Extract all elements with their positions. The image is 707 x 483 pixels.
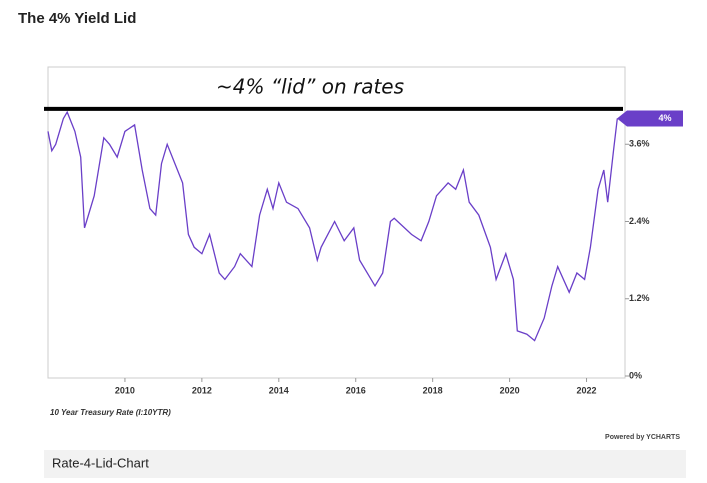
x-tick-label: 2010 xyxy=(115,385,135,395)
series-label: 10 Year Treasury Rate (I:10YTR) xyxy=(50,408,171,417)
chart-title: The 4% Yield Lid xyxy=(18,10,136,27)
y-tick-label: 3.6% xyxy=(629,139,650,149)
caption-bar xyxy=(44,450,686,478)
caption: Rate-4-Lid-Chart xyxy=(52,455,149,470)
rate-line xyxy=(47,110,618,342)
annotation: ~4% “lid” on rates xyxy=(216,75,404,99)
plot-frame xyxy=(47,66,626,379)
y-tick-label: 2.4% xyxy=(629,216,650,226)
x-tick-label: 2016 xyxy=(346,385,366,395)
y-tick-label: 1.2% xyxy=(629,293,650,303)
x-tick-label: 2018 xyxy=(423,385,443,395)
x-tick-label: 2014 xyxy=(269,385,289,395)
current-value-label: 4% xyxy=(658,113,671,123)
current-value-marker xyxy=(617,110,683,127)
y-tick-label: 0% xyxy=(629,370,642,380)
x-tick-label: 2022 xyxy=(577,385,597,395)
credit: Powered by YCHARTS xyxy=(605,434,680,441)
x-tick-label: 2012 xyxy=(192,385,212,395)
x-tick-label: 2020 xyxy=(500,385,520,395)
